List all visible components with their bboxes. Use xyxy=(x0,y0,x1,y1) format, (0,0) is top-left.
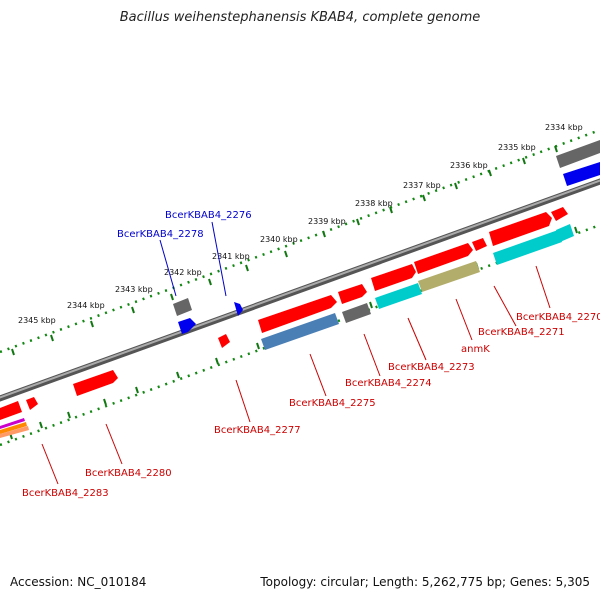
gene-bcerkbab4-2283[interactable] xyxy=(0,401,22,420)
kbp-label-2340: 2340 kbp xyxy=(260,235,298,244)
outer-major-ticks xyxy=(11,145,558,356)
gene-bcerkbab4-2273[interactable] xyxy=(375,283,422,309)
kbp-label-2344: 2344 kbp xyxy=(67,301,105,310)
gene-bcerkbab4-2274[interactable] xyxy=(342,303,371,323)
gene-red-row1-f[interactable] xyxy=(338,284,367,304)
gene-bcerkbab4-2275[interactable] xyxy=(261,313,339,350)
label-bcerkbab4-2277[interactable]: BcerKBAB4_2277 xyxy=(214,425,301,436)
topology-summary: Topology: circular; Length: 5,262,775 bp… xyxy=(260,575,590,589)
gene-red-row1-d[interactable] xyxy=(414,243,473,274)
gene-bcerkbab4-2278-gray[interactable] xyxy=(173,298,192,316)
label-bcerkbab4-2283[interactable]: BcerKBAB4_2283 xyxy=(22,488,109,499)
kbp-label-2345: 2345 kbp xyxy=(18,316,56,325)
kbp-label-2336: 2336 kbp xyxy=(450,161,488,170)
gene-bcerkbab4-2278[interactable] xyxy=(178,318,196,334)
gene-bcerkbab4-2276[interactable] xyxy=(234,302,243,316)
label-bcerkbab4-2280[interactable]: BcerKBAB4_2280 xyxy=(85,468,172,479)
gene-salmon-stripe xyxy=(0,426,29,438)
gene-red-row1-a[interactable] xyxy=(489,212,552,246)
kbp-label-2339: 2339 kbp xyxy=(308,217,346,226)
kbp-label-2335: 2335 kbp xyxy=(498,143,536,152)
gene-cyan-row2-b[interactable] xyxy=(556,224,574,242)
gene-gray-outer-right[interactable] xyxy=(556,140,600,168)
gene-bcerkbab4-2280[interactable] xyxy=(73,370,118,396)
label-anmk[interactable]: anmK xyxy=(461,344,490,355)
map-title: Bacillus weihenstephanensis KBAB4, compl… xyxy=(119,10,481,25)
label-bcerkbab4-2271[interactable]: BcerKBAB4_2271 xyxy=(478,327,565,338)
accession-text: Accession: NC_010184 xyxy=(10,575,147,589)
gene-anmk[interactable] xyxy=(418,261,480,292)
label-bcerkbab4-2273[interactable]: BcerKBAB4_2273 xyxy=(388,362,475,373)
label-bcerkbab4-2278[interactable]: BcerKBAB4_2278 xyxy=(117,229,204,240)
gene-orange-stripe xyxy=(0,422,27,434)
leader-lines xyxy=(41,221,551,485)
gene-magenta-stripe xyxy=(0,418,25,429)
gene-red-row1-h[interactable] xyxy=(26,397,38,410)
kbp-label-2334: 2334 kbp xyxy=(545,123,583,132)
gene-cyan-row2-a[interactable] xyxy=(493,230,562,265)
label-bcerkbab4-2275[interactable]: BcerKBAB4_2275 xyxy=(289,398,376,409)
gene-red-row1-e[interactable] xyxy=(371,264,416,291)
gene-bcerkbab4-2277[interactable] xyxy=(218,334,230,348)
kbp-label-2343: 2343 kbp xyxy=(115,285,153,294)
kbp-label-2338: 2338 kbp xyxy=(355,199,393,208)
genome-backbone-highlight xyxy=(0,179,600,399)
gene-red-row1-b[interactable] xyxy=(551,207,568,221)
kbp-label-2342: 2342 kbp xyxy=(164,268,202,277)
label-bcerkbab4-2276[interactable]: BcerKBAB4_2276 xyxy=(165,210,252,221)
gene-blue-outer-right[interactable] xyxy=(563,162,600,186)
gene-red-row1-c[interactable] xyxy=(472,238,487,251)
gene-red-row1-g[interactable] xyxy=(258,295,337,333)
label-bcerkbab4-2270[interactable]: BcerKBAB4_2270 xyxy=(516,312,600,323)
kbp-label-2337: 2337 kbp xyxy=(403,181,441,190)
kbp-label-2341: 2341 kbp xyxy=(212,252,250,261)
label-bcerkbab4-2274[interactable]: BcerKBAB4_2274 xyxy=(345,378,432,389)
